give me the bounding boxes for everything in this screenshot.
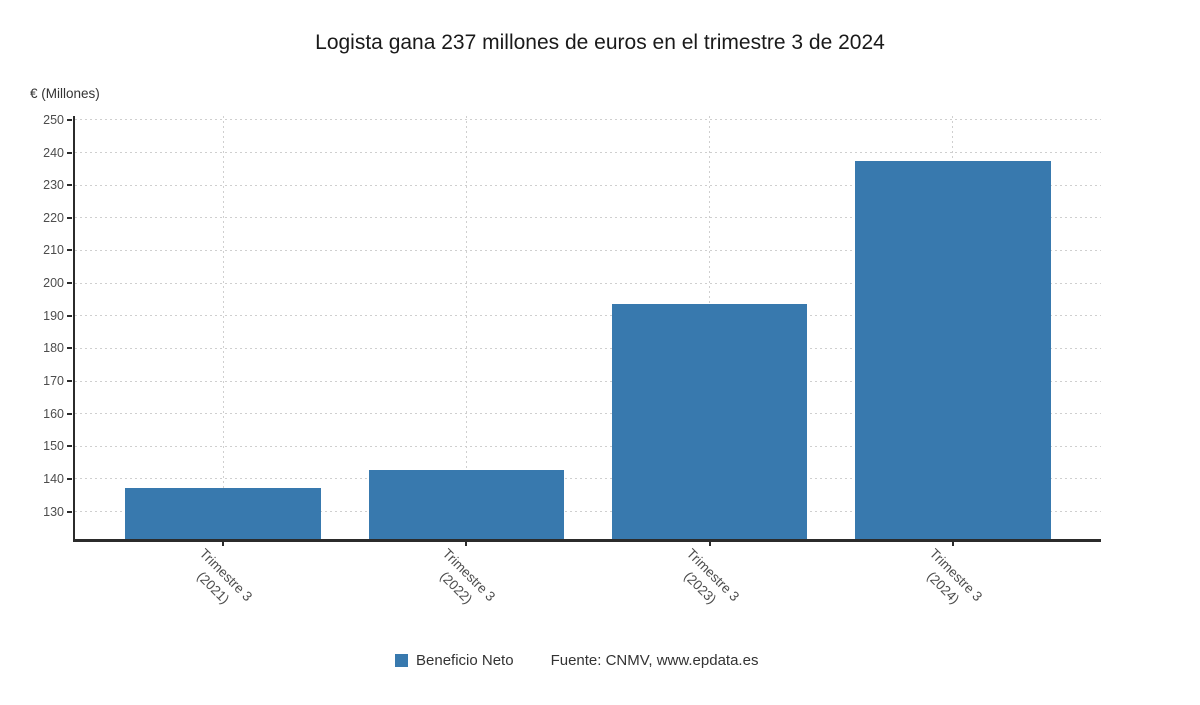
bar-trimestre-3-2023-[interactable]	[611, 304, 808, 539]
plot-area: 130 140 150 160 170 180 190 200 210 220 230 240 250	[43, 113, 1101, 546]
y-tick-mark	[67, 118, 72, 121]
h-gridline	[75, 184, 1101, 186]
h-gridline	[75, 413, 1101, 415]
source-attribution: Fuente: CNMV, www.epdata.es	[550, 651, 759, 669]
legend-series-label: Beneficio Neto	[416, 651, 514, 669]
y-tick-mark	[67, 510, 72, 513]
y-tick-mark	[67, 445, 72, 448]
y-tick-mark	[67, 282, 72, 285]
h-gridline	[75, 282, 1101, 284]
x-tick-mark	[465, 542, 468, 546]
y-axis-title: € (Millones)	[30, 86, 100, 101]
h-gridline	[75, 315, 1101, 317]
h-gridline	[75, 380, 1101, 382]
y-tick-label: 130	[43, 504, 64, 519]
h-gridline	[75, 478, 1101, 480]
legend-swatch-beneficio-neto	[395, 653, 408, 667]
y-tick-mark	[67, 249, 72, 252]
y-tick-label: 150	[43, 439, 64, 454]
h-gridline	[75, 249, 1101, 251]
v-gridline	[222, 116, 224, 539]
legend: Beneficio Neto Fuente: CNMV, www.epdata.…	[395, 650, 758, 670]
y-tick-mark	[67, 314, 72, 317]
y-tick-label: 220	[43, 210, 64, 225]
y-tick-label: 200	[43, 276, 64, 291]
y-tick-label: 180	[43, 341, 64, 356]
h-gridline	[75, 511, 1101, 513]
y-tick-label: 250	[43, 112, 64, 127]
bar-trimestre-3-2021-[interactable]	[125, 488, 322, 539]
y-tick-label: 240	[43, 145, 64, 160]
y-tick-label: 210	[43, 243, 64, 258]
y-tick-mark	[67, 412, 72, 415]
y-tick-mark	[67, 151, 72, 154]
y-tick-label: 170	[43, 374, 64, 389]
x-tick-mark	[222, 542, 225, 546]
y-tick-label: 230	[43, 178, 64, 193]
y-tick-mark	[67, 477, 72, 480]
x-tick-label: Trimestre 3 (2021)	[194, 545, 256, 607]
x-tick-label: Trimestre 3 (2023)	[680, 545, 742, 607]
x-tick-label: Trimestre 3 (2024)	[923, 545, 985, 607]
h-gridline	[75, 119, 1101, 121]
y-tick-mark	[67, 216, 72, 219]
bar-trimestre-3-2022-[interactable]	[368, 470, 565, 539]
chart-title: Logista gana 237 millones de euros en el…	[315, 31, 885, 54]
bar-trimestre-3-2024-[interactable]	[854, 161, 1051, 539]
h-gridline	[75, 347, 1101, 349]
h-gridline	[75, 217, 1101, 219]
h-gridline	[75, 445, 1101, 447]
y-tick-label: 190	[43, 308, 64, 323]
x-tick-mark	[951, 542, 954, 546]
h-gridline	[75, 152, 1101, 154]
y-tick-mark	[67, 347, 72, 350]
y-tick-label: 160	[43, 406, 64, 421]
y-tick-label: 140	[43, 471, 64, 486]
x-tick-mark	[708, 542, 711, 546]
y-tick-mark	[67, 184, 72, 187]
v-gridline	[465, 116, 467, 539]
y-tick-mark	[67, 380, 72, 383]
x-tick-label: Trimestre 3 (2022)	[437, 545, 499, 607]
